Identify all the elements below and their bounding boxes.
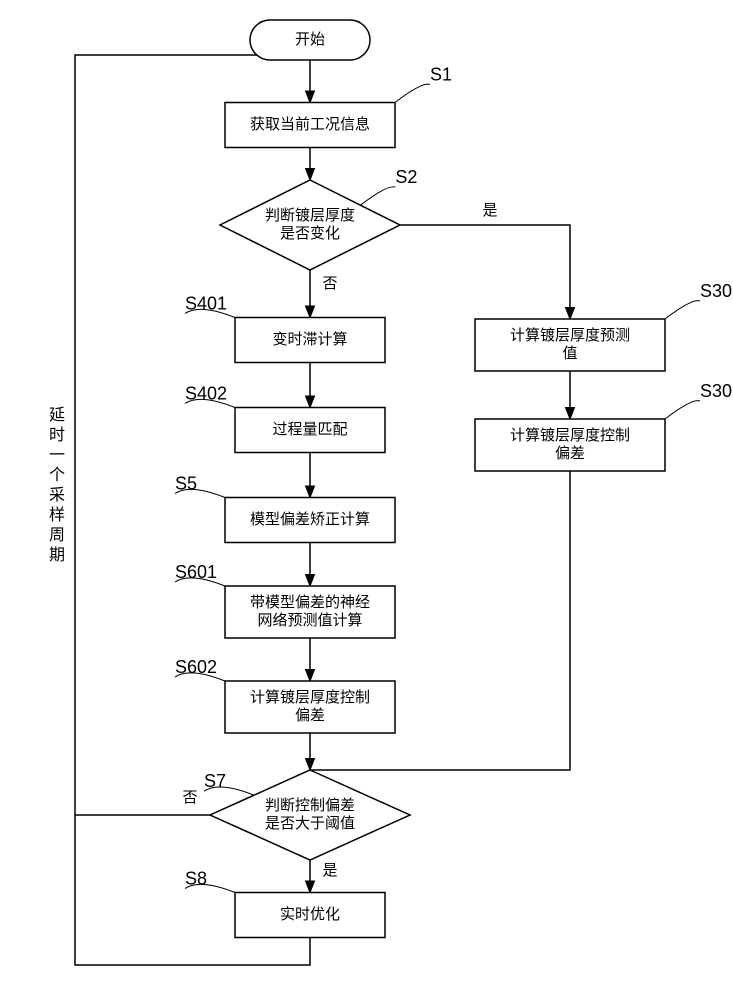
node-text: 判断镀层厚度 xyxy=(265,207,355,224)
edge-label: 否 xyxy=(322,275,337,292)
edge-label: 是 xyxy=(322,862,337,879)
node-text: 开始 xyxy=(295,31,325,48)
node-text: 是否变化 xyxy=(280,225,340,242)
step-label: S8 xyxy=(185,869,207,889)
node-text: 模型偏差矫正计算 xyxy=(250,510,370,528)
step-arc xyxy=(360,187,395,205)
node-s302: 计算镀层厚度控制偏差 xyxy=(475,419,665,471)
edge-label: 是 xyxy=(482,202,497,219)
step-arc xyxy=(395,84,430,102)
node-text: 判断控制偏差 xyxy=(265,797,355,814)
node-text: 偏差 xyxy=(295,707,325,724)
step-label: S1 xyxy=(430,65,452,85)
step-label: S2 xyxy=(395,167,417,187)
loop-label-char: 个 xyxy=(49,466,65,484)
node-start: 开始 xyxy=(250,20,370,60)
step-label: S301 xyxy=(700,281,733,301)
node-text: 计算镀层厚度控制 xyxy=(250,688,370,706)
node-s402: 过程量匹配 xyxy=(235,408,385,453)
step-label: S602 xyxy=(175,657,217,677)
node-text: 网络预测值计算 xyxy=(257,611,362,629)
edge-label: 否 xyxy=(182,789,197,806)
node-text: 变时滞计算 xyxy=(272,330,347,348)
loop-label-char: 期 xyxy=(49,546,65,564)
edge xyxy=(400,225,570,319)
node-s8: 实时优化 xyxy=(235,893,385,938)
node-text: 过程量匹配 xyxy=(272,421,347,438)
node-s401: 变时滞计算 xyxy=(235,318,385,363)
node-text: 计算镀层厚度控制 xyxy=(510,426,630,444)
node-text: 值 xyxy=(562,345,577,362)
loop-label-char: 周 xyxy=(49,527,65,544)
loop-label-char: 时 xyxy=(49,426,65,444)
loop-label-char: 采 xyxy=(49,486,65,504)
node-s602: 计算镀层厚度控制偏差 xyxy=(225,681,395,733)
step-label: S402 xyxy=(185,384,227,404)
node-text: 计算镀层厚度预测 xyxy=(510,326,630,344)
node-s601: 带模型偏差的神经网络预测值计算 xyxy=(225,586,395,638)
flowchart-canvas: 否是是否开始获取当前工况信息判断镀层厚度是否变化变时滞计算过程量匹配模型偏差矫正… xyxy=(0,0,733,1000)
loop-label-char: 一 xyxy=(49,447,65,464)
node-text: 实时优化 xyxy=(280,906,340,923)
node-s1: 获取当前工况信息 xyxy=(225,103,395,148)
loop-label-char: 延 xyxy=(49,406,65,424)
node-text: 获取当前工况信息 xyxy=(250,116,370,133)
node-text: 是否大于阈值 xyxy=(265,815,355,832)
node-s2: 判断镀层厚度是否变化 xyxy=(220,180,400,270)
step-label: S5 xyxy=(175,474,197,494)
loop-label-char: 样 xyxy=(49,506,65,524)
node-text: 带模型偏差的神经 xyxy=(250,594,370,611)
step-label: S401 xyxy=(185,294,227,314)
node-text: 偏差 xyxy=(555,445,585,462)
step-arc xyxy=(665,301,700,319)
step-label: S601 xyxy=(175,562,217,582)
step-arc xyxy=(665,401,700,419)
node-s5: 模型偏差矫正计算 xyxy=(225,498,395,543)
step-label: S7 xyxy=(204,771,226,791)
step-label: S302 xyxy=(700,381,733,401)
node-s7: 判断控制偏差是否大于阈值 xyxy=(210,770,410,860)
node-s301: 计算镀层厚度预测值 xyxy=(475,319,665,371)
